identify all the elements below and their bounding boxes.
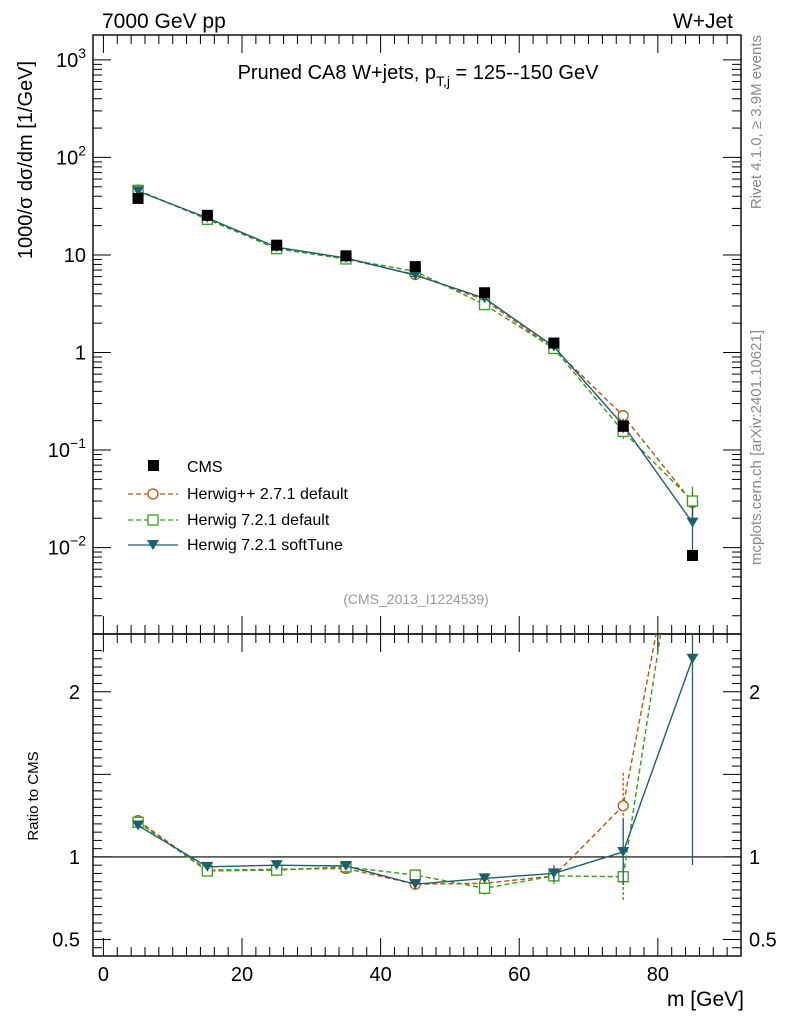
legend-item-herwigpp: Herwig++ 2.7.1 default	[128, 486, 349, 503]
main-line-herwigpp	[137, 189, 694, 503]
main-series-group	[132, 184, 699, 561]
legend-herwig721-label: Herwig 7.2.1 default	[187, 512, 330, 529]
ratio-series-herwigpp	[132, 634, 657, 890]
ratio-y-tick-label-right: 1	[749, 847, 760, 869]
ratio-series-softtune	[132, 634, 699, 890]
main-point-herwig721	[686, 495, 699, 507]
legend-herwigpp-label: Herwig++ 2.7.1 default	[187, 486, 349, 503]
legend-herwigpp-marker	[147, 488, 159, 500]
main-y-axis-label: 1000/σ dσ/dm [1/GeV]	[15, 61, 37, 259]
ratio-point-softtune	[339, 861, 352, 872]
main-y-tick-label: 10	[64, 245, 86, 267]
ratio-y-tick-label-right: 2	[749, 682, 760, 704]
ratio-y-tick-label: 1	[69, 847, 80, 869]
legend-cms-marker	[148, 460, 159, 471]
ratio-point-softtune	[201, 861, 214, 872]
x-tick-label: 80	[647, 964, 669, 986]
main-point-cms	[201, 209, 213, 221]
legend: CMS Herwig++ 2.7.1 default Herwig 7.2.1 …	[128, 459, 349, 554]
main-point-softtune	[409, 270, 422, 281]
ratio-point-herwig721	[478, 882, 491, 894]
ratio-point-herwigpp	[617, 800, 629, 812]
ratio-point-softtune	[478, 873, 491, 884]
ratio-plot-frame	[92, 633, 742, 957]
legend-cms-label: CMS	[187, 459, 223, 476]
ratio-y-tick-label: 0.5	[52, 929, 80, 951]
ratio-line-softtune	[137, 658, 694, 885]
x-tick-label: 0	[98, 964, 109, 986]
header-process-label: W+Jet	[673, 10, 733, 33]
chart-title: Pruned CA8 W+jets, pT,j = 125--150 GeV	[238, 62, 600, 89]
x-tick-label: 20	[231, 964, 253, 986]
ratio-point-softtune	[270, 860, 283, 871]
rivet-version-label: Rivet 4.1.0, ≥ 3.9M events	[748, 35, 765, 209]
chart-title-subscript: T,j	[436, 73, 450, 89]
ratio-point-softtune	[132, 820, 145, 831]
header-collision-label: 7000 GeV pp	[102, 10, 226, 33]
main-series-cms	[132, 192, 698, 561]
main-point-cms	[340, 250, 352, 262]
main-point-cms	[409, 261, 421, 273]
ratio-axes: 0 20 40 60 80 0.5 0.5 1 1 2 2	[52, 634, 777, 986]
ratio-point-herwig721	[409, 869, 421, 881]
legend-item-softtune: Herwig 7.2.1 softTune	[128, 537, 343, 554]
analysis-reference: (CMS_2013_I1224539)	[343, 591, 489, 607]
legend-item-cms: CMS	[148, 459, 223, 476]
main-point-cms	[548, 337, 560, 349]
legend-item-herwig721: Herwig 7.2.1 default	[128, 512, 330, 529]
main-point-softtune	[686, 517, 699, 528]
ratio-series-group	[132, 634, 699, 902]
ratio-y-tick-label: 2	[69, 682, 80, 704]
main-y-tick-label: 102	[56, 142, 86, 169]
ratio-point-softtune	[686, 653, 699, 664]
main-line-herwig721	[137, 189, 693, 502]
main-y-tick-label: 10−2	[48, 533, 86, 560]
legend-softtune-label: Herwig 7.2.1 softTune	[187, 537, 343, 554]
main-point-cms	[479, 287, 491, 299]
ratio-point-softtune	[547, 868, 560, 879]
main-y-tick-label: 103	[56, 45, 86, 72]
legend-softtune-marker	[147, 540, 159, 550]
main-point-softtune	[132, 186, 145, 197]
main-point-cms	[617, 420, 629, 432]
ratio-y-axis-label: Ratio to CMS	[25, 751, 42, 840]
ratio-y-tick-label-right: 0.5	[749, 929, 777, 951]
legend-herwig721-marker	[147, 514, 159, 526]
main-y-tick-label: 10−1	[48, 435, 86, 462]
ratio-point-softtune	[409, 879, 422, 890]
ratio-point-softtune	[617, 846, 630, 857]
main-y-tick-label: 1	[75, 343, 86, 365]
main-point-cms	[271, 239, 283, 251]
ratio-line-herwig721	[137, 634, 662, 890]
x-axis-label: m [GeV]	[667, 988, 744, 1011]
x-tick-label: 40	[369, 964, 391, 986]
chart-title-tail: = 125--150 GeV	[450, 62, 599, 84]
main-point-cms	[686, 549, 698, 561]
chart-title-main: Pruned CA8 W+jets, p	[238, 62, 436, 84]
ratio-line-herwigpp	[137, 634, 657, 885]
x-tick-label: 60	[508, 964, 530, 986]
mcplots-label: mcplots.cern.ch [arXiv:2401.10621]	[748, 330, 765, 565]
main-point-cms	[132, 192, 144, 204]
